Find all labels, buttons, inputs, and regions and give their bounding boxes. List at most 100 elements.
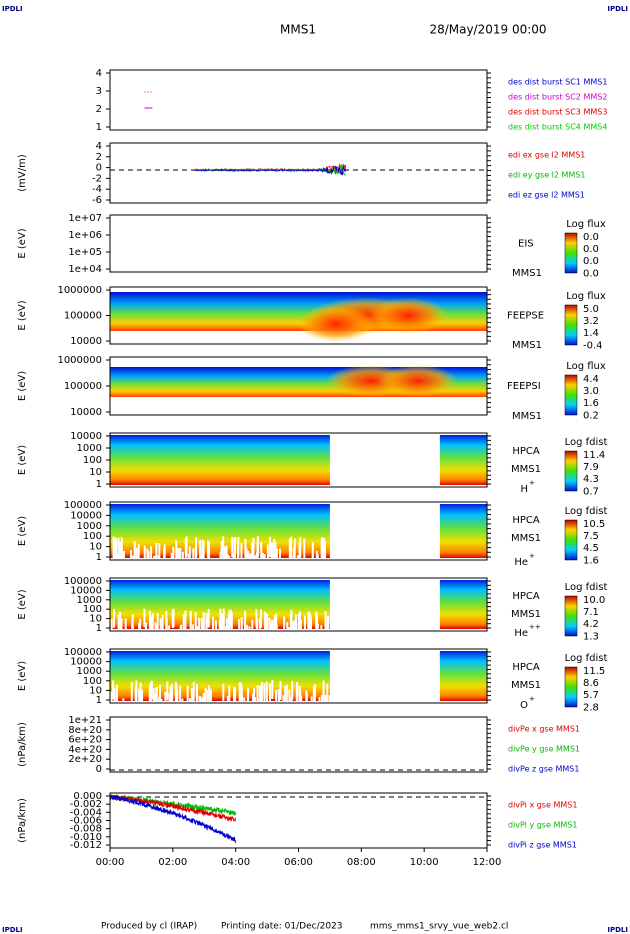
empty-bin xyxy=(112,536,115,557)
empty-bin xyxy=(190,688,193,707)
empty-bin xyxy=(253,687,256,707)
species-charge: + xyxy=(529,552,535,560)
empty-bin xyxy=(124,618,127,638)
y-tick-label: 6e+20 xyxy=(68,735,102,746)
colorbar xyxy=(564,232,578,274)
empty-bin xyxy=(114,537,117,558)
x-tick-label: 02:00 xyxy=(158,857,187,868)
empty-bin xyxy=(181,698,184,718)
empty-bin xyxy=(113,609,116,628)
empty-bin xyxy=(192,548,195,569)
empty-bin xyxy=(251,619,254,639)
y-tick-label: 2e+20 xyxy=(68,754,102,765)
y-axis-label: E (eV) xyxy=(17,371,28,401)
empty-bin xyxy=(175,683,178,703)
empty-bin xyxy=(321,539,324,560)
spacecraft: MMS1 xyxy=(512,268,542,279)
empty-bin xyxy=(241,694,244,714)
empty-bin xyxy=(239,682,242,702)
empty-bin xyxy=(117,537,120,559)
y-tick-label: 10 xyxy=(89,542,102,553)
empty-bin xyxy=(326,683,329,703)
empty-bin xyxy=(240,542,243,564)
empty-bin xyxy=(209,689,212,709)
empty-bin xyxy=(198,695,201,715)
colorbar-tick-label: 4.2 xyxy=(583,619,599,630)
y-tick-label: 0 xyxy=(96,764,102,775)
legend-entry: divPi z gse MMS1 xyxy=(508,841,577,850)
spectrogram xyxy=(439,504,487,558)
empty-bin xyxy=(201,696,204,716)
y-tick-label: 100 xyxy=(83,455,102,466)
y-tick-label: 2 xyxy=(96,104,102,115)
colorbar-tick-label: 10.5 xyxy=(583,519,605,530)
empty-bin xyxy=(279,681,282,701)
empty-bin xyxy=(119,611,122,631)
empty-bin xyxy=(315,611,318,631)
empty-bin xyxy=(206,689,209,709)
empty-bin xyxy=(295,696,298,716)
colorbar-title: Log flux xyxy=(566,361,606,372)
empty-bin xyxy=(169,694,172,714)
empty-bin xyxy=(271,680,274,700)
empty-bin xyxy=(249,553,252,574)
empty-bin xyxy=(170,683,173,703)
empty-bin xyxy=(202,541,205,563)
empty-bin xyxy=(228,555,231,577)
empty-bin xyxy=(149,626,152,646)
empty-bin xyxy=(143,545,146,566)
y-tick-label: 100000 xyxy=(64,381,102,392)
empty-bin xyxy=(195,552,198,574)
y-tick-label: -0.012 xyxy=(70,840,102,851)
empty-bin xyxy=(277,689,280,708)
spectrogram xyxy=(110,435,330,485)
empty-bin xyxy=(164,691,167,711)
empty-bin xyxy=(256,685,259,705)
y-tick-label: 1 xyxy=(96,552,102,563)
empty-bin xyxy=(168,625,171,644)
y-tick-label: -0.008 xyxy=(70,824,102,835)
corner-label: IPDLI xyxy=(2,926,23,934)
empty-bin xyxy=(328,695,331,715)
empty-bin xyxy=(137,544,140,565)
empty-bin xyxy=(272,544,275,566)
empty-bin xyxy=(161,615,164,634)
empty-bin xyxy=(156,625,159,644)
y-tick-label: 1000000 xyxy=(57,355,102,366)
empty-bin xyxy=(220,545,223,566)
empty-bin xyxy=(275,689,278,709)
empty-bin xyxy=(290,624,293,643)
empty-bin xyxy=(139,618,142,638)
colorbar-title: Log fdist xyxy=(565,653,608,664)
colorbar-tick-label: 11.5 xyxy=(583,666,605,677)
empty-bin xyxy=(222,683,225,703)
empty-bin xyxy=(324,611,327,630)
trace xyxy=(194,163,346,176)
y-tick-label: 10 xyxy=(89,614,102,625)
trace xyxy=(109,794,237,823)
empty-bin xyxy=(297,613,300,632)
legend-entry: divPe x gse MMS1 xyxy=(508,725,580,734)
empty-bin xyxy=(219,620,222,640)
empty-bin xyxy=(200,554,203,575)
empty-bin xyxy=(135,680,138,700)
empty-bin xyxy=(115,694,118,714)
empty-bin xyxy=(251,542,254,563)
empty-bin xyxy=(139,682,142,702)
colorbar-tick-label: 0.2 xyxy=(583,410,599,421)
empty-bin xyxy=(205,612,208,632)
empty-bin xyxy=(225,618,228,638)
y-tick-label: 4 xyxy=(96,141,102,152)
colorbar-tick-label: 3.0 xyxy=(583,386,599,397)
empty-bin xyxy=(260,609,263,629)
y-tick-label: 10000 xyxy=(70,407,102,418)
y-tick-label: -0.004 xyxy=(70,807,102,818)
empty-bin xyxy=(195,537,198,558)
empty-bin xyxy=(278,548,281,569)
empty-bin xyxy=(122,698,125,718)
y-tick-label: 3 xyxy=(96,86,102,97)
y-tick-label: -6 xyxy=(92,195,102,206)
y-axis-label: E (eV) xyxy=(17,589,28,619)
colorbar xyxy=(564,450,578,492)
empty-bin xyxy=(229,609,232,629)
